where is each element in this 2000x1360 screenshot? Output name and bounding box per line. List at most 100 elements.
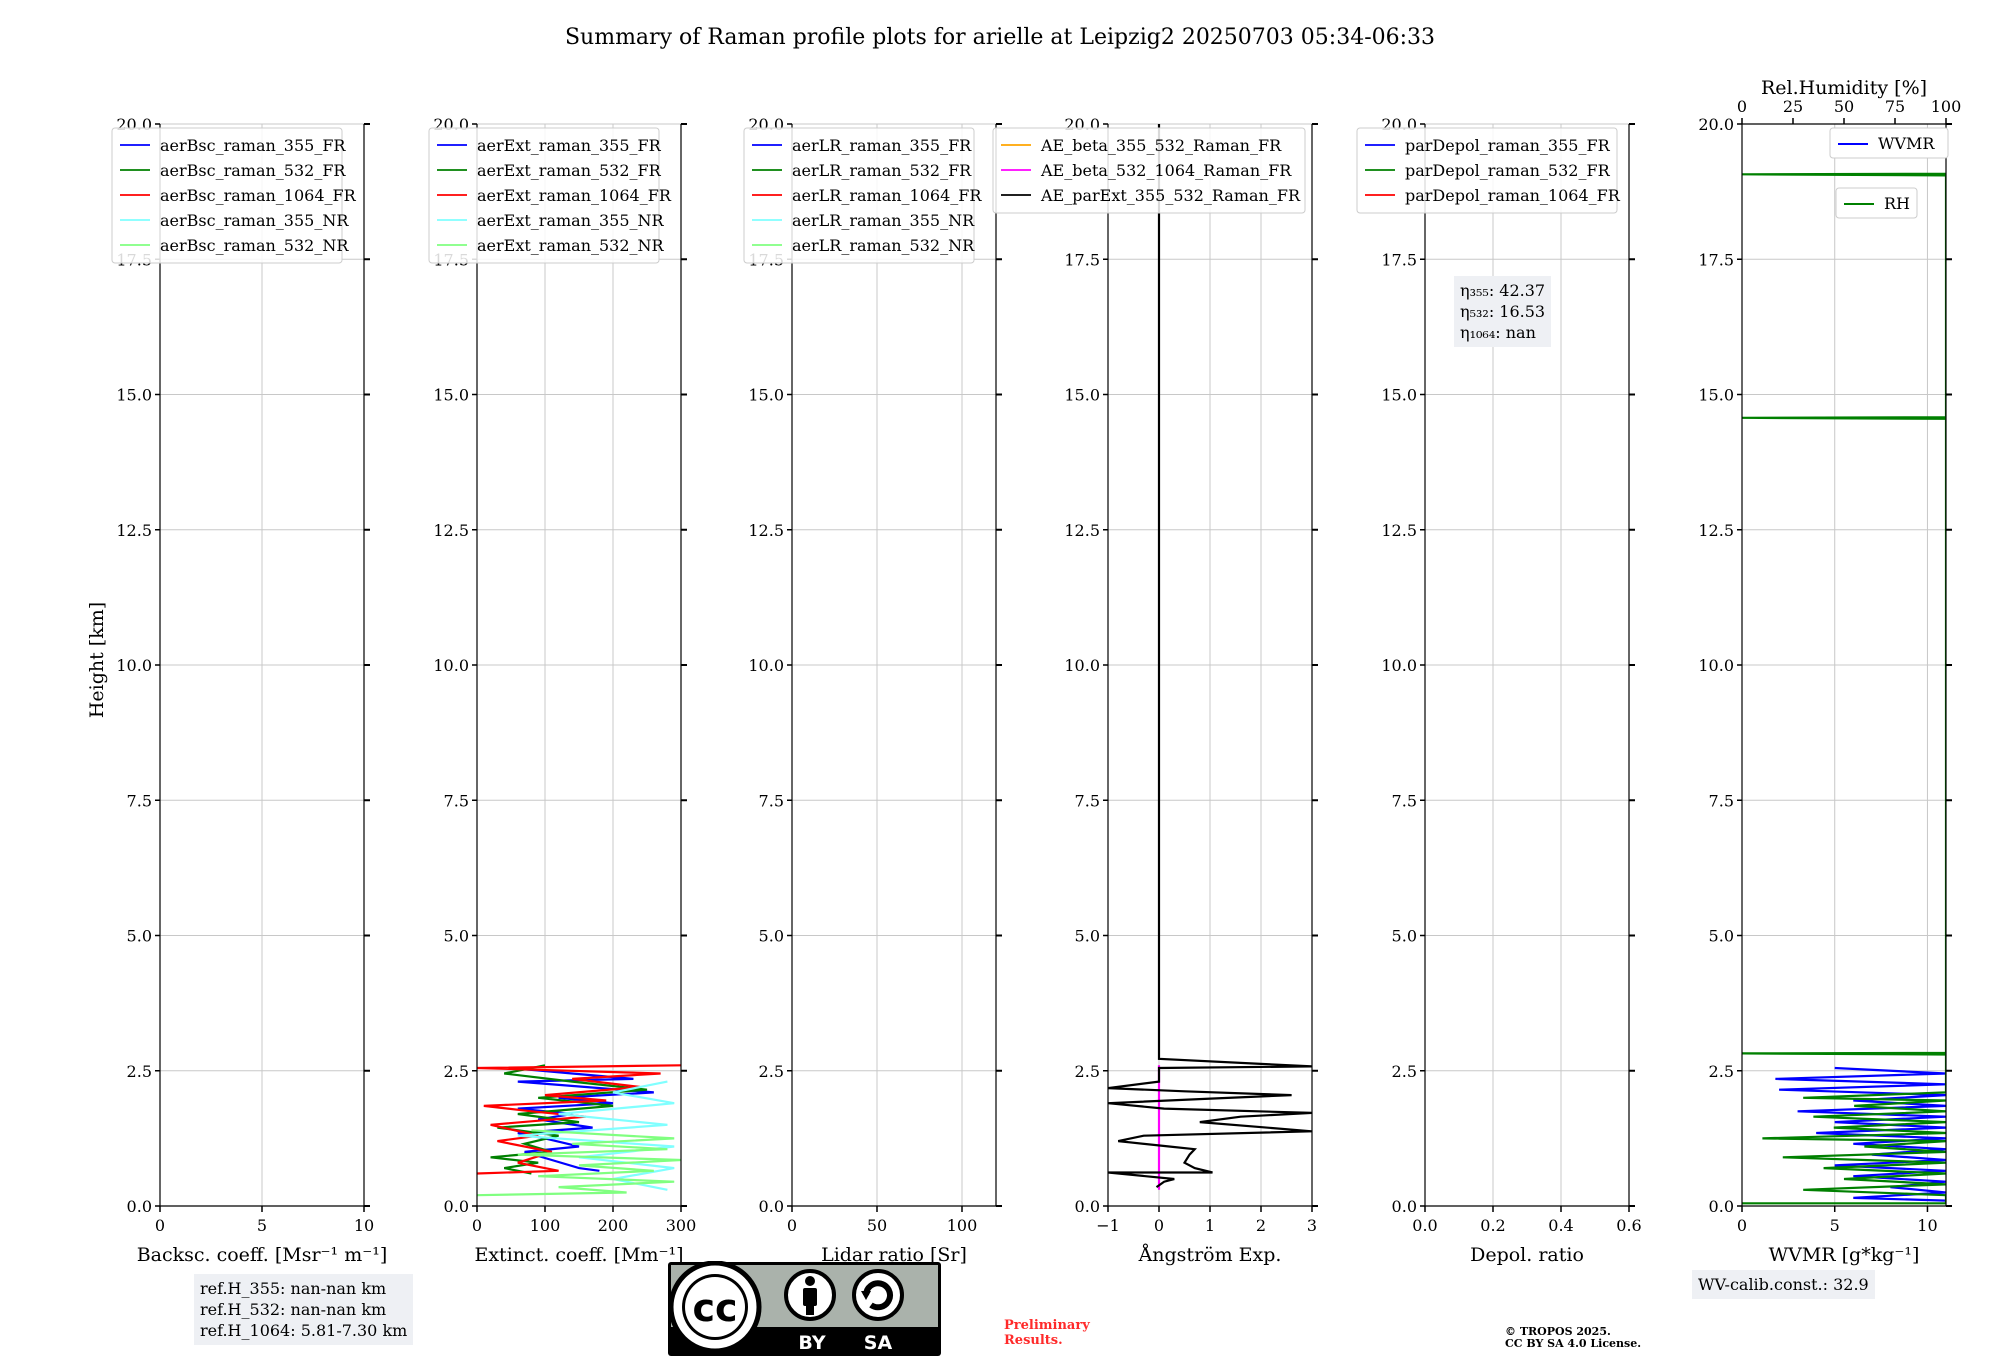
x-axis-label: Lidar ratio [Sr] [821, 1244, 967, 1266]
y-tick-label: 2.5 [1392, 1062, 1417, 1081]
y-tick-label: 7.5 [1075, 791, 1100, 810]
legend-box [1835, 187, 1918, 219]
y-tick-label: 2.5 [1709, 1062, 1734, 1081]
y-tick-label: 17.5 [1381, 250, 1417, 269]
x-axis-label: Ångström Exp. [1138, 1244, 1282, 1266]
wv-calib-text: WV-calib.const.: 32.9 [1698, 1275, 1869, 1294]
y-tick-label: 7.5 [1709, 791, 1734, 810]
cc-by-sa-logo: cc BY SA [668, 1261, 941, 1356]
x-tick-label: 200 [598, 1216, 629, 1235]
top-x-tick-label: 50 [1834, 97, 1854, 116]
series-line-AE_parExt_355_532_Raman_FR [1108, 124, 1312, 1188]
legend-label: aerBsc_raman_532_FR [160, 161, 346, 180]
x-tick-label: 0.6 [1616, 1216, 1641, 1235]
y-tick-label: 2.5 [759, 1062, 784, 1081]
legend-box [111, 127, 343, 264]
panel-lr: 0.02.55.07.510.012.515.017.520.0050100Li… [743, 115, 1002, 1266]
legend-label: aerBsc_raman_355_FR [160, 136, 346, 155]
x-tick-label: −1 [1096, 1216, 1120, 1235]
preliminary-line: Preliminary [1004, 1318, 1090, 1333]
by-text: BY [798, 1332, 825, 1354]
top-x-tick-label: 75 [1885, 97, 1905, 116]
y-tick-label: 10.0 [1381, 656, 1417, 675]
top-x-axis-label: Rel.Humidity [%] [1761, 77, 1927, 99]
x-tick-label: 1 [1205, 1216, 1215, 1235]
legend-label: AE_beta_532_1064_Raman_FR [1040, 161, 1292, 180]
panel-ae: 0.02.55.07.510.012.515.017.520.0−1 0 1 2 3Ån… [992, 115, 1318, 1266]
legend-label: AE_parExt_355_532_Raman_FR [1040, 186, 1301, 205]
y-tick-label: 12.5 [116, 521, 152, 540]
copyright-note: © TROPOS 2025. CC BY SA 4.0 License. [1505, 1326, 1641, 1350]
y-tick-label: 12.5 [433, 521, 469, 540]
top-x-tick-label: 0 [1737, 97, 1747, 116]
y-tick-label: 0.0 [1392, 1197, 1417, 1216]
y-tick-label: 20.0 [1698, 115, 1734, 134]
y-tick-label: 10.0 [1064, 656, 1100, 675]
x-axis-label: Depol. ratio [1470, 1244, 1584, 1266]
panel-bsc: 0.02.55.07.510.012.515.017.520.00510Back… [111, 115, 387, 1266]
y-tick-label: 17.5 [1698, 250, 1734, 269]
legend-box [743, 127, 975, 264]
series-line-aerExt_raman_532_NR [477, 1129, 681, 1197]
x-tick-label: 0 [472, 1216, 482, 1235]
figure-title: Summary of Raman profile plots for ariel… [565, 25, 1435, 50]
legend-label: aerExt_raman_355_NR [477, 211, 665, 230]
ref-h-532-text: ref.H_532: nan-nan km [200, 1300, 387, 1319]
ref-h-355-text: ref.H_355: nan-nan km [200, 1279, 387, 1298]
x-tick-label: 0.0 [1412, 1216, 1437, 1235]
x-tick-label: 5 [257, 1216, 267, 1235]
y-tick-label: 2.5 [1075, 1062, 1100, 1081]
y-tick-label: 15.0 [1381, 386, 1417, 405]
y-tick-label: 7.5 [1392, 791, 1417, 810]
legend-label: parDepol_raman_532_FR [1405, 161, 1611, 180]
x-axis-label: Extinct. coeff. [Mm⁻¹] [474, 1244, 683, 1266]
legend-label: aerLR_raman_532_FR [792, 161, 972, 180]
x-tick-label: 0.2 [1480, 1216, 1505, 1235]
legend-label: WVMR [1878, 134, 1935, 153]
x-tick-label: 0 [787, 1216, 797, 1235]
panel-wvmr: 0.02.55.07.510.012.515.017.520.00 5 10WVMR… [1698, 77, 1961, 1266]
legend-label: aerLR_raman_355_FR [792, 136, 972, 155]
y-axis-label: Height [km] [86, 602, 108, 718]
y-tick-label: 12.5 [1698, 521, 1734, 540]
legend-label: aerLR_raman_532_NR [792, 236, 975, 255]
x-tick-label: 0 [1154, 1216, 1164, 1235]
y-tick-label: 5.0 [444, 927, 469, 946]
x-tick-label: 3 [1307, 1216, 1317, 1235]
legend-label: aerLR_raman_1064_FR [792, 186, 982, 205]
y-tick-label: 17.5 [1064, 250, 1100, 269]
x-tick-label: 0.4 [1548, 1216, 1573, 1235]
y-tick-label: 0.0 [127, 1197, 152, 1216]
panel-depol: 0.02.55.07.510.012.515.017.520.00.0 0.2 0.… [1356, 115, 1642, 1266]
x-tick-label: 50 [867, 1216, 887, 1235]
y-tick-label: 10.0 [1698, 656, 1734, 675]
y-tick-label: 15.0 [748, 386, 784, 405]
legend-box [1356, 127, 1618, 214]
y-tick-label: 2.5 [444, 1062, 469, 1081]
y-tick-label: 12.5 [748, 521, 784, 540]
y-tick-label: 0.0 [1709, 1197, 1734, 1216]
y-tick-label: 2.5 [127, 1062, 152, 1081]
license-line: CC BY SA 4.0 License. [1505, 1337, 1642, 1350]
legend-box [992, 127, 1306, 214]
legend-label: RH [1884, 194, 1910, 213]
x-tick-label: 100 [947, 1216, 978, 1235]
copyright-line: © TROPOS 2025. [1505, 1325, 1611, 1338]
legend-label: aerBsc_raman_1064_FR [160, 186, 357, 205]
legend-label: aerExt_raman_532_FR [477, 161, 662, 180]
legend-label: aerBsc_raman_355_NR [160, 211, 349, 230]
preliminary-results-note: Preliminary Results. [1004, 1318, 1090, 1348]
y-tick-label: 5.0 [1392, 927, 1417, 946]
y-tick-label: 15.0 [1064, 386, 1100, 405]
y-tick-label: 15.0 [1698, 386, 1734, 405]
y-tick-label: 7.5 [759, 791, 784, 810]
x-tick-label: 10 [1917, 1216, 1937, 1235]
results-line: Results. [1004, 1333, 1063, 1348]
legend-label: parDepol_raman_355_FR [1405, 136, 1611, 155]
y-tick-label: 7.5 [444, 791, 469, 810]
x-tick-label: 2 [1256, 1216, 1266, 1235]
y-tick-label: 15.0 [433, 386, 469, 405]
y-tick-label: 10.0 [748, 656, 784, 675]
sa-text: SA [864, 1332, 893, 1354]
